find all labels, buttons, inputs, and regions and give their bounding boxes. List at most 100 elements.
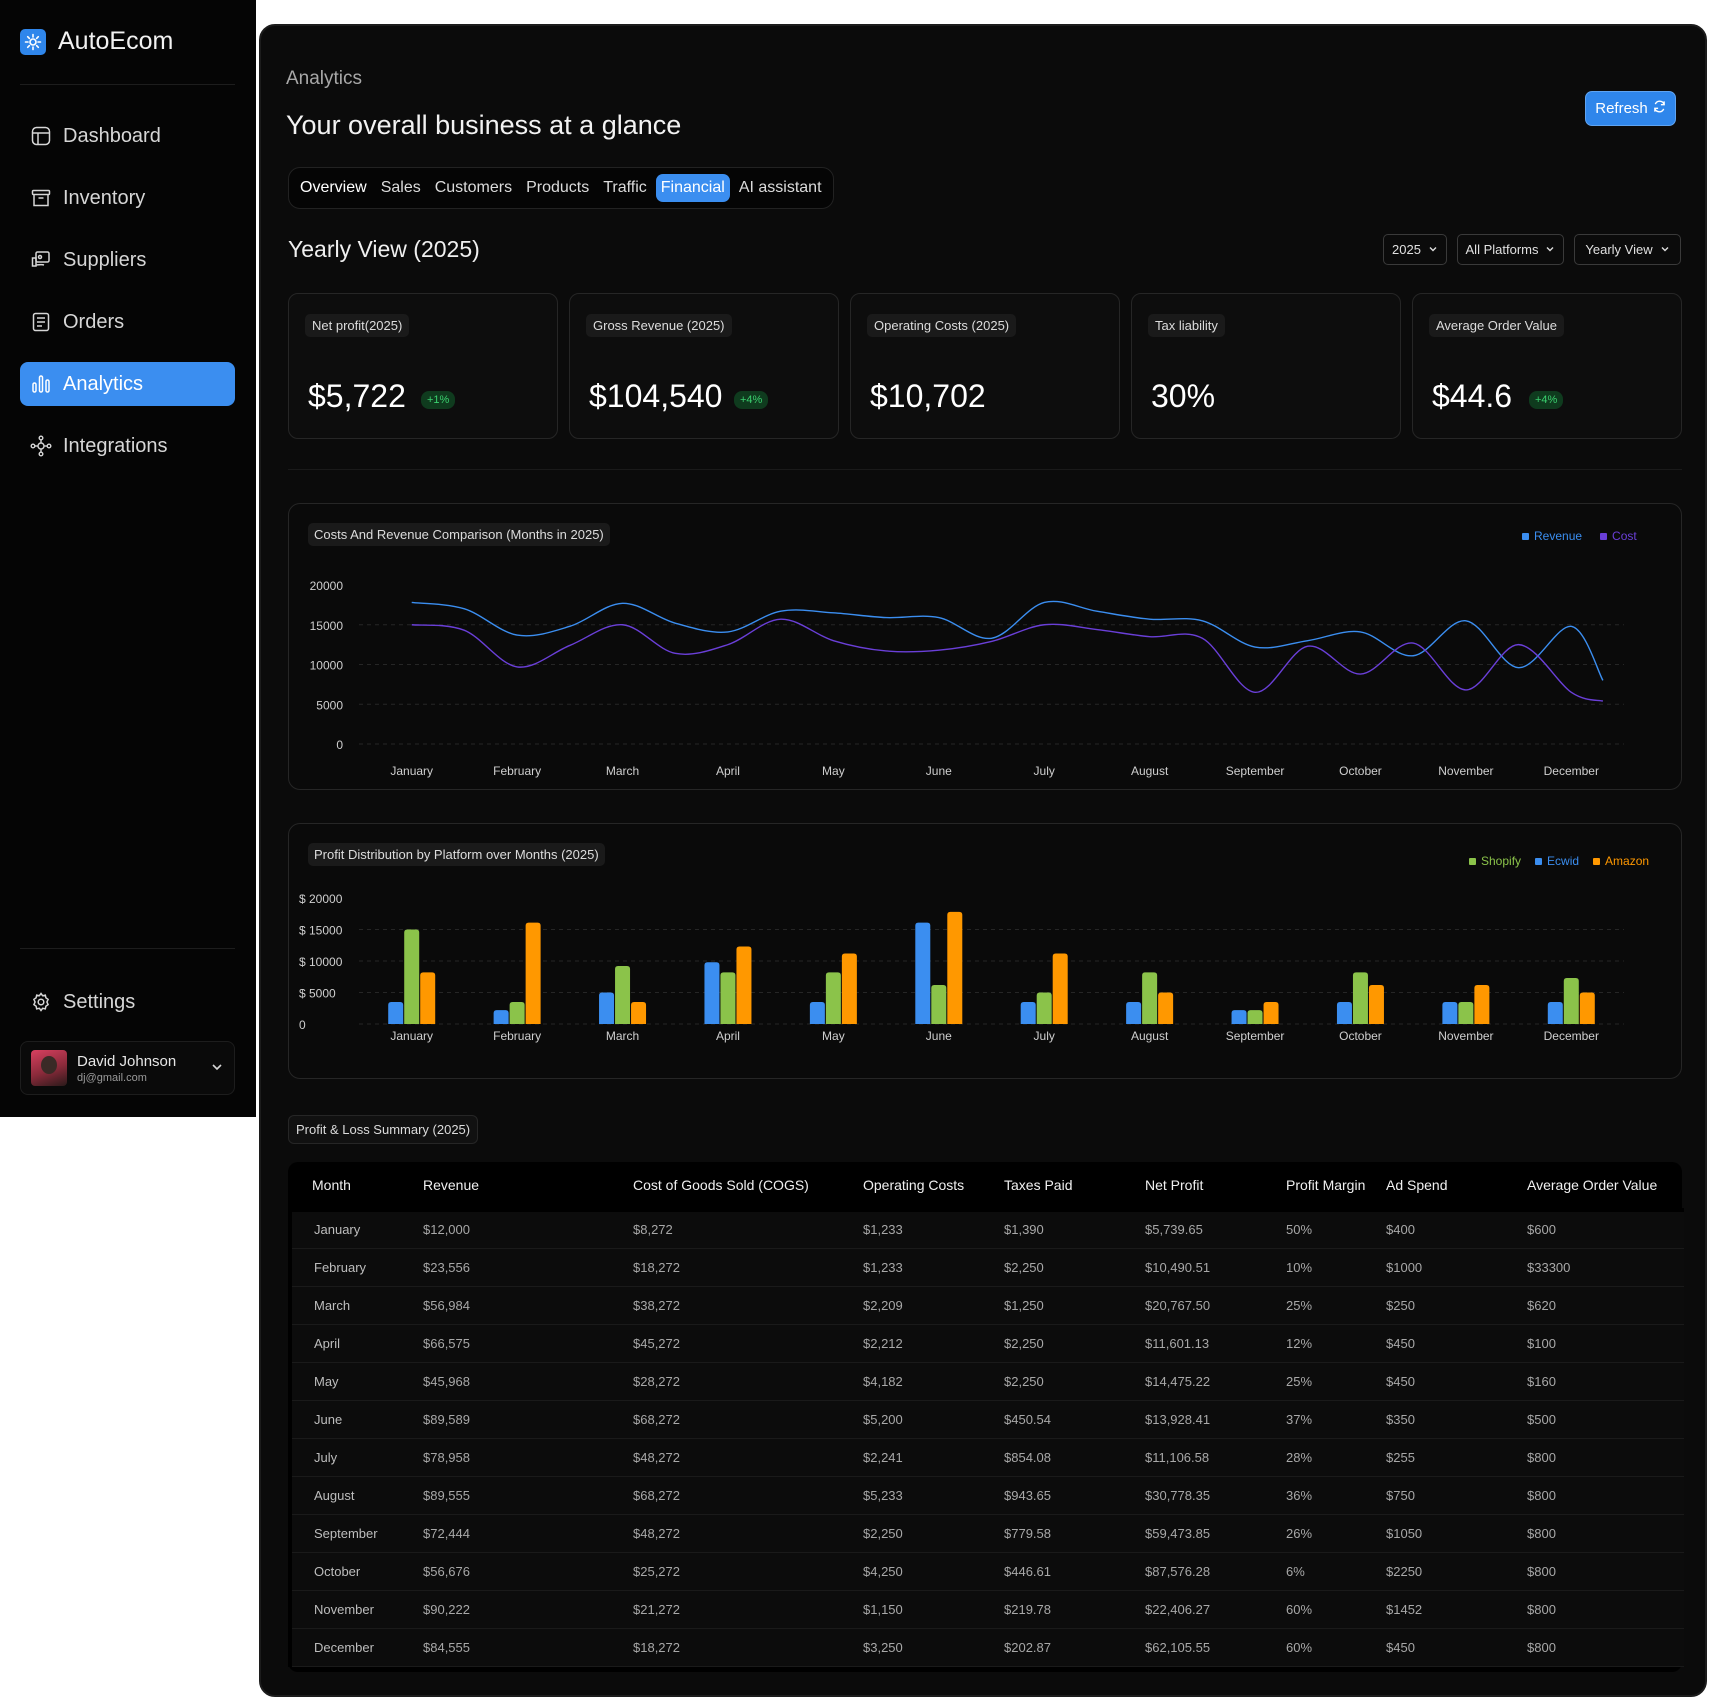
x-tick-label: August [1131,1029,1169,1043]
user-menu[interactable]: David Johnson dj@gmail.com [20,1041,235,1095]
platform-select[interactable]: All Platforms [1457,234,1564,265]
chart-title: Costs And Revenue Comparison (Months in … [308,523,610,546]
sidebar-item-inventory[interactable]: Inventory [20,176,235,220]
sidebar-item-analytics[interactable]: Analytics [20,362,235,406]
x-tick-label: January [390,1029,433,1043]
analytics-icon [30,373,52,395]
brand[interactable]: AutoEcom [20,27,173,56]
tab-sales[interactable]: Sales [380,179,421,196]
cell-net-profit: $13,928.41 [1145,1400,1286,1439]
tab-financial[interactable]: Financial [655,174,730,202]
column-header-net-profit[interactable]: Net Profit [1145,1177,1204,1193]
brand-name: AutoEcom [58,27,174,55]
kpi-change-badge: +1% [421,391,456,409]
sidebar-item-settings[interactable]: Settings [20,980,235,1024]
series-line-revenue [411,600,1604,681]
bar-shopify-october [1352,972,1368,1024]
column-header-cost-of-goods-sold-cogs-[interactable]: Cost of Goods Sold (COGS) [633,1177,809,1193]
autoecom-logo-icon [20,28,46,55]
column-header-average-order-value[interactable]: Average Order Value [1527,1177,1658,1193]
cell-cost-of-goods-sold-cogs-: $38,272 [633,1286,863,1325]
bar-shopify-march [615,966,631,1024]
cell-average-order-value: $100 [1527,1324,1684,1363]
tab-products[interactable]: Products [526,179,590,196]
table-row[interactable]: August $89,555 $68,272 $5,233 $943.65 $30,778… [288,1476,1684,1515]
column-header-operating-costs[interactable]: Operating Costs [863,1177,965,1193]
sidebar-item-orders[interactable]: Orders [20,300,235,344]
bar-shopify-december [1563,978,1579,1024]
table-row[interactable]: November $90,222 $21,272 $1,150 $219.78 $22,4… [288,1590,1684,1629]
cell-net-profit: $62,105.55 [1145,1628,1286,1667]
table-row[interactable]: July $78,958 $48,272 $2,241 $854.08 $11,106.5… [288,1438,1684,1477]
x-tick-label: September [1226,1029,1285,1043]
x-tick-label: June [926,1029,952,1043]
cell-profit-margin: 60% [1286,1628,1386,1667]
kpi-card-net-profit: Net profit(2025) $5,722 +1% [288,293,558,439]
column-header-profit-margin[interactable]: Profit Margin [1286,1177,1366,1193]
sidebar-item-dashboard[interactable]: Dashboard [20,114,235,158]
kpi-label: Gross Revenue (2025) [586,314,732,337]
suppliers-icon [30,249,52,271]
column-header-revenue[interactable]: Revenue [423,1177,480,1193]
cell-cost-of-goods-sold-cogs-: $8,272 [633,1208,863,1249]
chevron-down-icon [1428,242,1438,257]
tab-bar: Overview Sales Customers Products Traffi… [288,167,834,209]
column-header-month[interactable]: Month [312,1177,351,1193]
sidebar-item-integrations[interactable]: Integrations [20,424,235,468]
bar-ecwid-march [599,992,615,1024]
cell-revenue: $66,575 [423,1324,633,1363]
table-row[interactable]: May $45,968 $28,272 $4,182 $2,250 $14,475.22 2… [288,1362,1684,1401]
x-tick-label: April [716,764,740,778]
cell-net-profit: $11,106.58 [1145,1438,1286,1477]
year-select[interactable]: 2025 [1383,234,1447,265]
cell-revenue: $84,555 [423,1628,633,1667]
legend-item-amazon[interactable]: Amazon [1593,854,1649,868]
table-row[interactable]: December $84,555 $18,272 $3,250 $202.87 $62,1… [288,1628,1684,1667]
column-header-taxes-paid[interactable]: Taxes Paid [1004,1177,1073,1193]
x-tick-label: April [716,1029,740,1043]
cell-ad-spend: $255 [1386,1438,1527,1477]
cell-taxes-paid: $2,250 [1004,1324,1145,1363]
cell-net-profit: $30,778.35 [1145,1476,1286,1515]
legend-item-shopify[interactable]: Shopify [1469,854,1521,868]
table-row[interactable]: January $12,000 $8,272 $1,233 $1,390 $5,739.6… [288,1208,1684,1249]
cell-operating-costs: $4,182 [863,1362,1004,1401]
bar-ecwid-may [809,1001,825,1024]
chart-legend: Revenue Cost [1522,529,1637,543]
bar-shopify-february [509,1001,525,1024]
legend-item-ecwid[interactable]: Ecwid [1535,854,1579,868]
cell-ad-spend: $450 [1386,1362,1527,1401]
table-row[interactable]: June $89,589 $68,272 $5,200 $450.54 $13,928.4… [288,1400,1684,1439]
chart-legend: Shopify Ecwid Amazon [1469,854,1649,868]
x-tick-label: May [822,1029,845,1043]
cell-cost-of-goods-sold-cogs-: $45,272 [633,1324,863,1363]
tab-overview[interactable]: Overview [300,179,367,196]
cell-taxes-paid: $2,250 [1004,1248,1145,1287]
refresh-button[interactable]: Refresh [1585,91,1676,126]
legend-item-cost[interactable]: Cost [1600,529,1637,543]
cell-revenue: $89,589 [423,1400,633,1439]
chevron-down-icon[interactable] [210,1060,224,1079]
table-row[interactable]: April $66,575 $45,272 $2,212 $2,250 $11,601.1… [288,1324,1684,1363]
kpi-change-badge: +4% [734,391,769,409]
table-row[interactable]: September $72,444 $48,272 $2,250 $779.58 $59,… [288,1514,1684,1553]
cell-month: February [288,1248,423,1287]
tab-traffic[interactable]: Traffic [603,179,647,196]
tab-customers[interactable]: Customers [434,179,513,196]
kpi-value: $104,540 [589,378,723,414]
tab-ai-assistant[interactable]: AI assistant [738,179,822,196]
table-row[interactable]: February $23,556 $18,272 $1,233 $2,250 $10,49… [288,1248,1684,1287]
legend-item-revenue[interactable]: Revenue [1522,529,1582,543]
bar-chart: $ 20000 $ 15000 $ 10000 $ 5000 0 January Febru… [299,892,1624,1043]
view-select[interactable]: Yearly View [1574,234,1681,265]
table-row[interactable]: March $56,984 $38,272 $2,209 $1,250 $20,767.5… [288,1286,1684,1325]
integrations-icon [30,435,52,457]
cell-revenue: $56,984 [423,1286,633,1325]
sidebar: AutoEcom Dashboard Inventory Suppliers O… [0,0,256,1117]
table-row[interactable]: October $56,676 $25,272 $4,250 $446.61 $87,57… [288,1552,1684,1591]
settings-label: Settings [63,990,136,1013]
sidebar-item-label: Dashboard [63,124,161,147]
sidebar-item-suppliers[interactable]: Suppliers [20,238,235,282]
column-header-ad-spend[interactable]: Ad Spend [1386,1177,1448,1193]
legend-label: Shopify [1481,854,1522,868]
